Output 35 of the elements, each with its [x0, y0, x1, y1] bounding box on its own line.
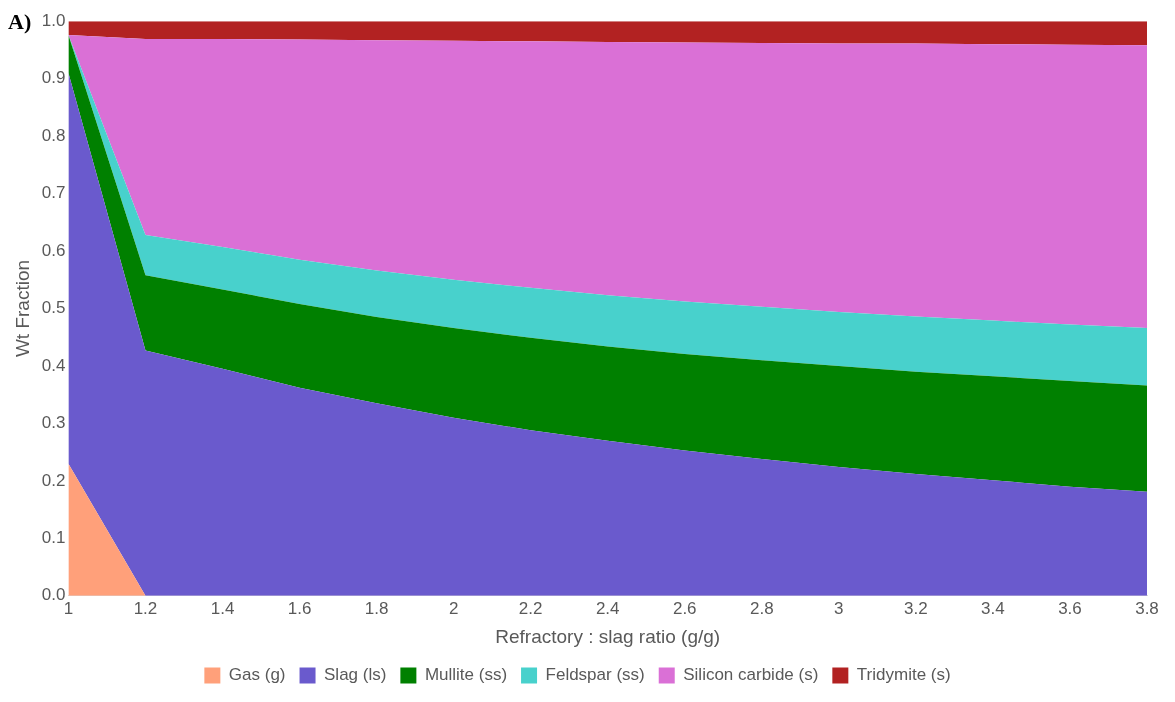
x-tick-label: 1.8 [364, 598, 389, 618]
x-tick-label: 2.6 [672, 598, 697, 618]
x-tick-label: 1.2 [133, 598, 158, 618]
y-axis-title: Wt Fraction [11, 259, 33, 358]
x-tick-label: 3 [834, 598, 844, 618]
y-tick-label: 1.0 [41, 10, 66, 30]
x-axis-title: Refractory : slag ratio (g/g) [495, 625, 721, 647]
y-tick-label: 0.6 [41, 240, 66, 260]
y-tick-label: 0.1 [41, 528, 66, 548]
x-tick-label: 2.2 [518, 598, 543, 618]
legend-label: Gas (g) [228, 665, 286, 685]
y-tick-label: 0.3 [41, 413, 66, 433]
y-tick-label: 0.0 [41, 585, 66, 605]
legend-label: Tridymite (s) [856, 665, 951, 685]
legend-label: Mullite (ss) [424, 665, 508, 685]
x-tick-label: 3.2 [904, 598, 928, 618]
y-tick-label: 0.7 [41, 183, 66, 203]
x-tick-label: 2 [448, 598, 459, 618]
x-tick-label: 1.4 [210, 598, 235, 618]
x-tick-label: 2.8 [749, 598, 774, 618]
legend-label: Feldspar (ss) [545, 665, 645, 685]
y-tick-label: 0.9 [41, 68, 66, 88]
y-tick-label: 0.5 [41, 298, 66, 318]
x-tick-label: 3.6 [1058, 598, 1082, 618]
legend-label: Slag (ls) [324, 665, 387, 685]
y-tick-label: 0.4 [41, 355, 66, 375]
y-tick-label: 0.2 [41, 470, 66, 490]
x-tick-label: 1.6 [287, 598, 312, 618]
x-tick-label: 3.8 [1135, 598, 1159, 618]
x-tick-label: 3.4 [981, 598, 1005, 618]
x-tick-label: 1 [63, 598, 74, 618]
y-tick-label: 0.8 [41, 125, 66, 145]
legend-label: Silicon carbide (s) [683, 665, 819, 685]
x-tick-label: 2.4 [595, 598, 620, 618]
text: A) [8, 8, 32, 34]
